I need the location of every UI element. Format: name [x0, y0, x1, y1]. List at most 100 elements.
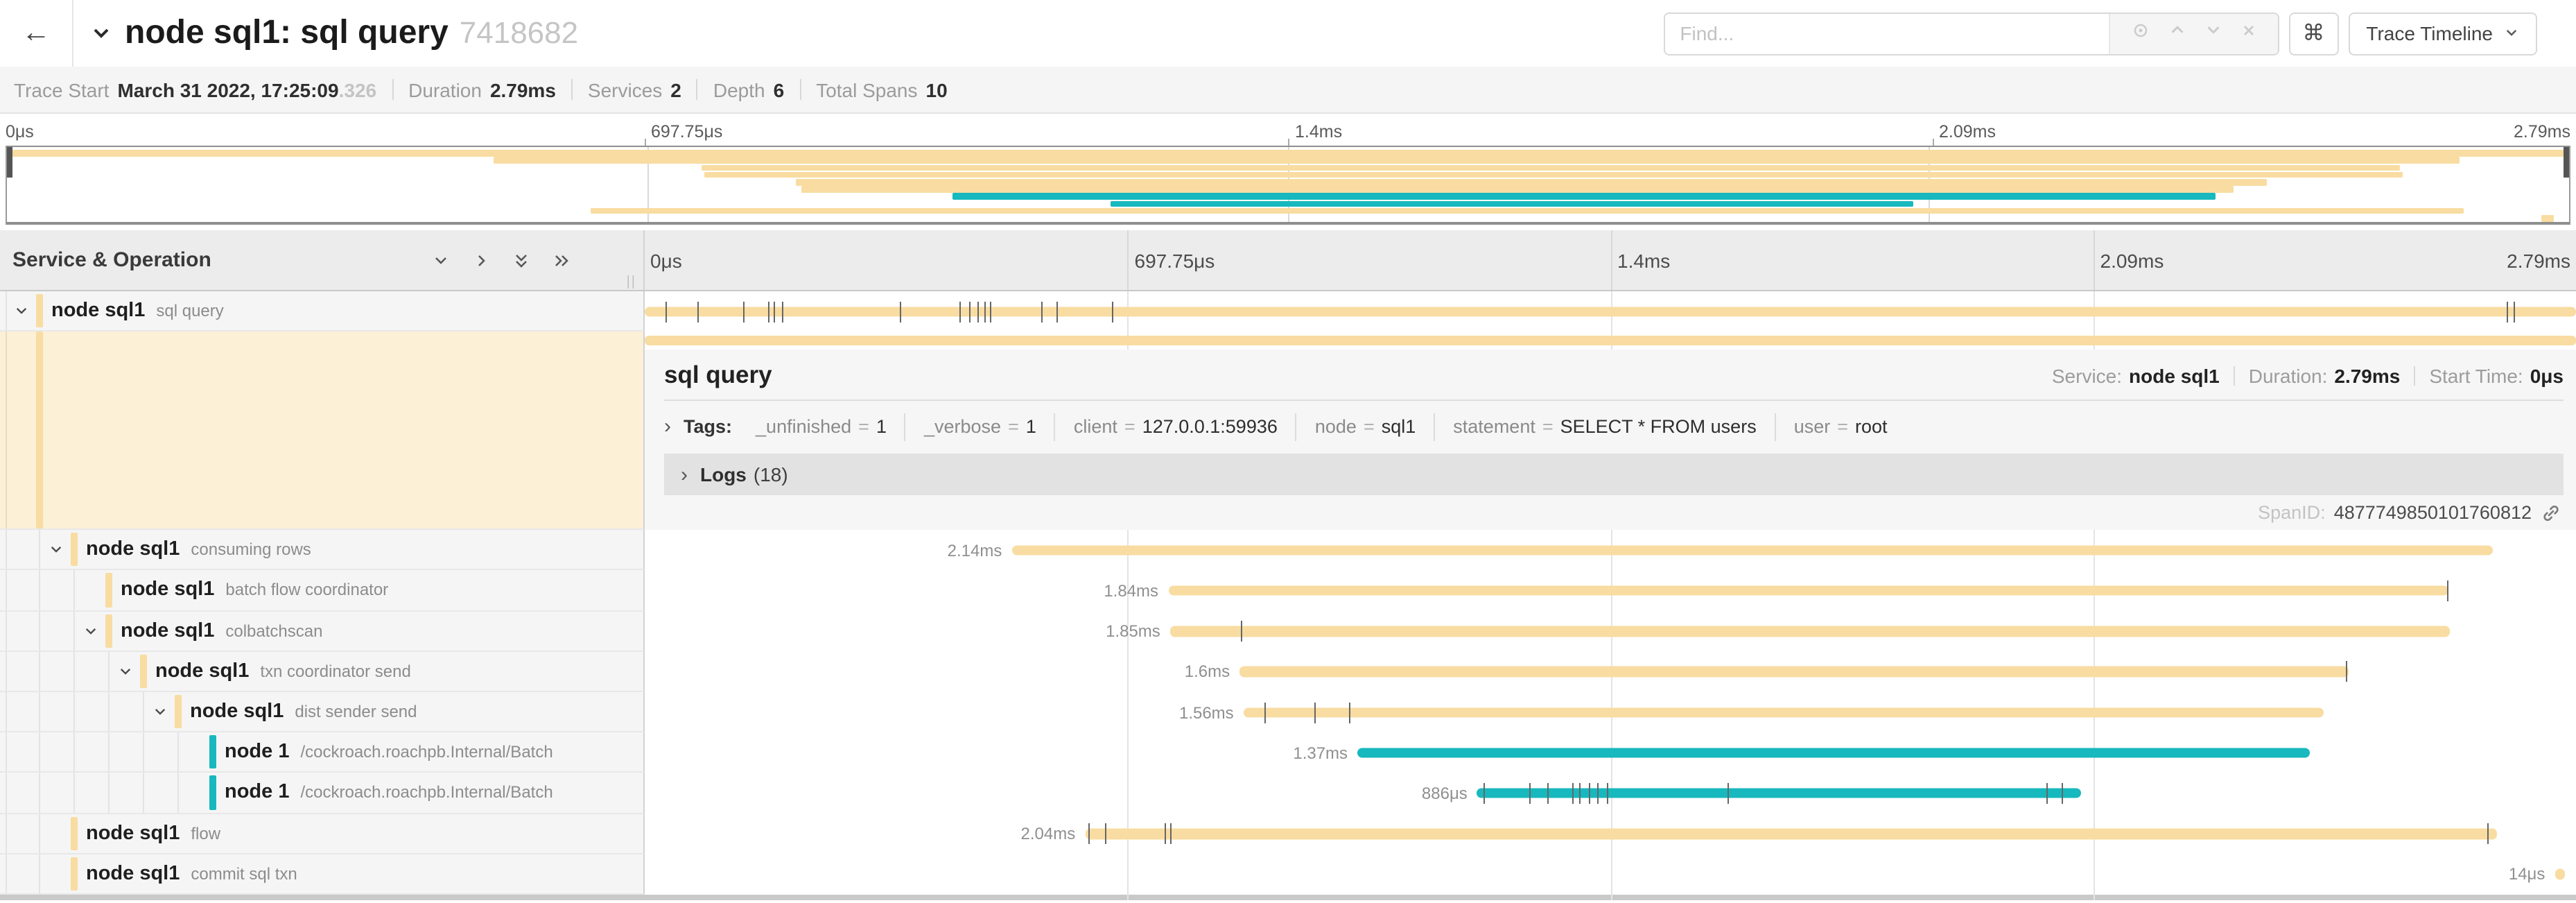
next-match-icon[interactable]: [2204, 21, 2222, 46]
tree-guide-line: [73, 611, 75, 651]
span-row-timeline-cell[interactable]: 1.85ms: [645, 611, 2576, 651]
locate-icon[interactable]: [2130, 20, 2150, 46]
collapse-all-icon[interactable]: [512, 250, 531, 270]
span-row-timeline-cell[interactable]: 1.56ms: [645, 692, 2576, 732]
tree-guide-line: [6, 332, 7, 529]
chevron-down-icon[interactable]: [14, 303, 29, 318]
tree-guide-line: [73, 570, 75, 610]
tree-guide-line: [6, 530, 7, 569]
tree-guide-line: [73, 651, 75, 691]
span-detail-tree-cell[interactable]: [0, 332, 645, 531]
span-row-tree-cell[interactable]: node 1/cockroach.roachpb.Internal/Batch: [0, 732, 645, 773]
span-row-tree-cell[interactable]: node sql1 colbatchscan: [0, 611, 645, 652]
span-log-tick: [1606, 782, 1608, 804]
span-row-timeline-cell[interactable]: 2.04ms: [645, 814, 2576, 854]
detail-logs-row[interactable]: › Logs (18): [664, 454, 2564, 496]
span-bar[interactable]: [1243, 707, 2323, 718]
selected-span-bar[interactable]: [645, 336, 2576, 346]
span-bar[interactable]: [1085, 828, 2497, 839]
detail-meta-value: 0μs: [2530, 365, 2564, 388]
duration-value: 2.79ms: [489, 78, 556, 101]
service-color-strip: [71, 857, 77, 891]
span-row-tree-cell[interactable]: node sql1 flow: [0, 814, 645, 854]
chevron-down-icon[interactable]: [153, 704, 168, 719]
minimap-right-scrub-handle[interactable]: [2564, 147, 2569, 178]
span-id-row: SpanID: 4877749850101760812: [664, 502, 2564, 523]
tree-guide-line: [39, 814, 40, 853]
divider: [2233, 366, 2235, 386]
chevron-down-icon[interactable]: [83, 623, 98, 638]
span-row-timeline-cell[interactable]: 886μs: [645, 773, 2576, 814]
span-row-tree-cell[interactable]: node sql1 txn coordinator send: [0, 651, 645, 692]
collapse-trace-chevron-down-icon[interactable]: [90, 22, 112, 44]
tag-equals: =: [1542, 416, 1554, 438]
chevron-down-icon[interactable]: [49, 542, 64, 558]
column-resizer-grip[interactable]: ||: [626, 275, 636, 290]
span-bar[interactable]: [1011, 545, 2494, 556]
span-row-timeline-cell[interactable]: 2.14ms: [645, 530, 2576, 570]
timeline-minimap[interactable]: [6, 146, 2570, 225]
expand-logs-chevron-right-icon[interactable]: ›: [681, 463, 688, 487]
tree-guide-line: [6, 611, 7, 651]
span-bar[interactable]: [1239, 666, 2349, 678]
span-row-timeline-cell[interactable]: 1.37ms: [645, 732, 2576, 773]
minimap-span-bar: [952, 193, 2216, 200]
tree-guide-line: [108, 691, 110, 732]
chevron-down-icon[interactable]: [118, 664, 133, 679]
tree-guide-line: [108, 773, 110, 812]
detail-meta-label: Service:: [2051, 365, 2123, 388]
span-duration-label: 14μs: [2508, 864, 2545, 884]
operation-name: commit sql txn: [191, 863, 297, 884]
expand-all-icon[interactable]: [552, 250, 571, 270]
ruler-gridline: [1127, 230, 1129, 290]
service-name: node 1: [225, 781, 290, 804]
ruler-tick-label: 2.79ms: [2507, 249, 2570, 271]
divider: [392, 79, 394, 100]
span-row: node sql1 dist sender send 1.56ms: [0, 691, 2576, 733]
span-row-tree-cell[interactable]: node 1/cockroach.roachpb.Internal/Batch: [0, 773, 645, 814]
find-input[interactable]: [1664, 13, 2109, 53]
link-icon[interactable]: [2541, 503, 2561, 522]
span-bar[interactable]: [1477, 788, 2082, 799]
bottom-scrollbar[interactable]: [0, 894, 2576, 900]
clear-icon[interactable]: [2240, 21, 2256, 46]
divider: [2414, 366, 2416, 386]
collapse-one-icon[interactable]: [431, 250, 451, 270]
tree-guide-line: [6, 691, 7, 732]
minimap-left-scrub-handle[interactable]: [7, 147, 12, 178]
expand-tags-chevron-right-icon[interactable]: ›: [664, 415, 671, 439]
keyboard-shortcuts-button[interactable]: ⌘: [2288, 12, 2339, 55]
span-bar[interactable]: [1357, 747, 2310, 758]
span-row-tree-cell[interactable]: node sql1 batch flow coordinator: [0, 570, 645, 612]
prev-match-icon[interactable]: [2168, 21, 2186, 46]
span-log-tick: [1349, 702, 1351, 723]
tag-value: root: [1855, 416, 1888, 438]
view-selector-button[interactable]: Trace Timeline: [2348, 12, 2537, 55]
span-row-timeline-cell[interactable]: [645, 291, 2576, 332]
span-log-tick: [969, 301, 971, 322]
back-arrow-icon: ←: [21, 17, 51, 49]
span-bar[interactable]: [2555, 869, 2565, 880]
span-bar[interactable]: [1169, 626, 2451, 637]
span-row-timeline-cell[interactable]: 14μs: [645, 854, 2576, 894]
span-duration-label: 1.56ms: [1178, 703, 1234, 723]
span-duration-label: 2.14ms: [947, 540, 1002, 560]
span-bar[interactable]: [1168, 585, 2449, 596]
service-color-strip: [36, 332, 42, 529]
expand-one-icon[interactable]: [471, 250, 491, 270]
span-row-timeline-cell[interactable]: 1.84ms: [645, 571, 2576, 611]
span-row-tree-cell[interactable]: node sql1 sql query: [0, 291, 645, 332]
span-row-tree-cell[interactable]: node sql1 dist sender send: [0, 691, 645, 733]
ruler-tick-label: 697.75μs: [651, 122, 723, 141]
detail-tags-row[interactable]: › Tags: _unfinished = 1 _verbose = 1 client = 127.…: [664, 408, 2564, 445]
tag-key: _unfinished: [756, 416, 852, 438]
span-row-tree-cell[interactable]: node sql1 consuming rows: [0, 530, 645, 571]
span-row-timeline-cell[interactable]: 1.6ms: [645, 652, 2576, 692]
back-button[interactable]: ←: [0, 0, 73, 67]
span-row-tree-cell[interactable]: node sql1 commit sql txn: [0, 854, 645, 895]
span-row-label: node sql1 consuming rows: [86, 538, 311, 562]
trace-start-label: Trace Start: [14, 78, 110, 101]
span-bar[interactable]: [645, 306, 2576, 317]
trace-start-value: March 31 2022, 17:25:09: [117, 78, 339, 101]
